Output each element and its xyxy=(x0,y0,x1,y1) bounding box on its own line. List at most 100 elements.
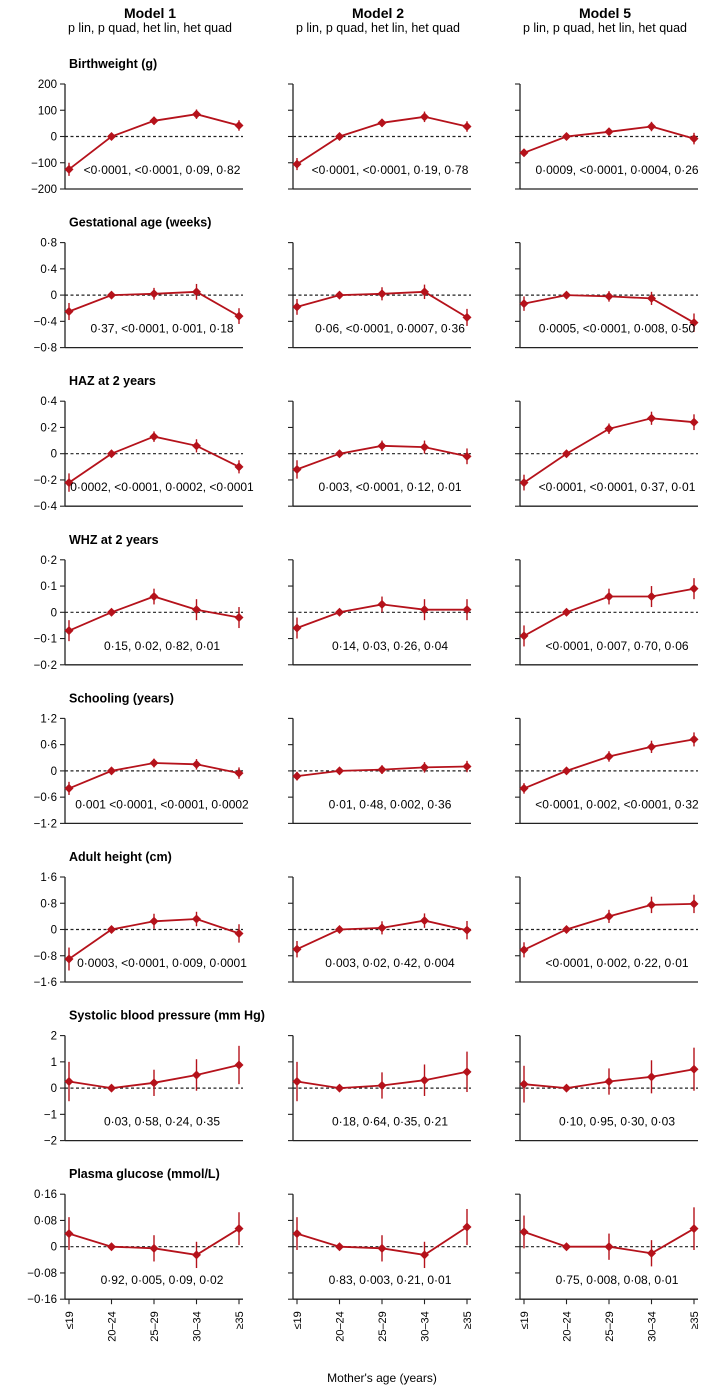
y-tick-label: 0·4 xyxy=(40,264,57,276)
outcome-title: Systolic blood pressure (mm Hg) xyxy=(69,1009,265,1023)
panel: 0·0005, <0·0001, 0·008, 0·50 xyxy=(515,242,699,349)
y-tick-label: −1·6 xyxy=(34,977,57,989)
y-tick-label: −0·4 xyxy=(34,316,58,328)
data-point xyxy=(149,289,159,299)
data-point xyxy=(420,287,429,297)
outcome-title: WHZ at 2 years xyxy=(69,533,159,547)
y-tick-label: 100 xyxy=(38,105,57,117)
p-values-label: <0·0001, 0·002, <0·0001, 0·32 xyxy=(535,797,699,811)
data-point xyxy=(689,734,699,744)
panel: 0·8 0·4 0 −0·4 −0·8 0·37, <0·0001, 0·001, 0·1… xyxy=(34,238,244,355)
data-point xyxy=(377,1080,387,1090)
data-point xyxy=(647,900,656,910)
data-point xyxy=(292,464,302,474)
panel: 0·10, 0·95, 0·30, 0·03 xyxy=(515,1035,699,1142)
data-point xyxy=(292,771,302,781)
data-point xyxy=(377,441,387,451)
data-point xyxy=(149,1243,159,1253)
y-tick-label: 1·6 xyxy=(40,872,57,884)
model-subtitle: p lin, p quad, het lin, het quad xyxy=(296,21,460,35)
p-values-label: 0·001 <0·0001, <0·0001, 0·0002 xyxy=(75,797,249,811)
data-point xyxy=(420,442,429,452)
y-tick-label: 0·8 xyxy=(40,238,57,250)
data-point xyxy=(234,613,244,623)
data-point xyxy=(462,451,472,461)
p-values-label: 0·01, 0·48, 0·002, 0·36 xyxy=(329,797,452,811)
data-point xyxy=(647,592,656,602)
p-values-label: 0·10, 0·95, 0·30, 0·03 xyxy=(559,1115,675,1129)
data-point xyxy=(562,290,571,300)
data-point xyxy=(192,1070,201,1080)
x-tick-label: ≥35 xyxy=(462,1311,474,1329)
p-values-label: <0·0001, <0·0001, 0·37, 0·01 xyxy=(539,480,696,494)
outcome-title: Gestational age (weeks) xyxy=(69,216,211,230)
x-tick-label: ≤19 xyxy=(292,1311,304,1329)
data-point xyxy=(689,584,699,594)
data-point xyxy=(462,605,472,615)
data-point xyxy=(647,742,656,752)
data-point xyxy=(107,766,116,776)
data-point xyxy=(335,1083,344,1093)
data-point xyxy=(377,1243,387,1253)
data-point xyxy=(604,127,614,137)
x-tick-label: 30–34 xyxy=(420,1311,432,1342)
data-point xyxy=(647,1248,656,1258)
data-point xyxy=(420,916,429,926)
panel: ≤19 20–24 25–29 30–34 ≥35 0·83, 0·003, 0·21, … xyxy=(288,1193,474,1342)
y-tick-label: 1 xyxy=(51,1057,57,1069)
data-point xyxy=(519,1079,529,1089)
data-point xyxy=(64,1077,74,1087)
data-point xyxy=(689,1064,699,1074)
y-tick-label: −0·4 xyxy=(34,501,58,513)
p-values-label: 0·0003, <0·0001, 0·009, 0·0001 xyxy=(77,956,247,970)
data-point xyxy=(462,1067,472,1077)
data-point xyxy=(647,413,656,423)
panel: 0·06, <0·0001, 0·0007, 0·36 xyxy=(288,242,472,349)
y-tick-label: 0 xyxy=(51,1242,57,1254)
model-title: Model 1 xyxy=(124,5,176,21)
data-point xyxy=(519,945,529,955)
data-point xyxy=(377,118,387,128)
p-values-label: 0·06, <0·0001, 0·0007, 0·36 xyxy=(315,322,465,336)
y-tick-label: −0·08 xyxy=(27,1268,57,1280)
y-tick-label: −0·2 xyxy=(34,660,57,672)
data-point xyxy=(64,783,74,793)
panel: <0·0001, 0·002, <0·0001, 0·32 xyxy=(515,717,699,825)
data-point xyxy=(192,109,201,119)
data-point xyxy=(689,318,699,328)
x-tick-label: ≥35 xyxy=(234,1311,246,1329)
y-tick-label: −100 xyxy=(31,158,57,170)
p-values-label: 0·83, 0·003, 0·21, 0·01 xyxy=(329,1273,452,1287)
panel: 1·6 0·8 0 −0·8 −1·6 0·0003, <0·0001, 0·009, 0… xyxy=(34,872,248,989)
panel: 0·0009, <0·0001, 0·0004, 0·26 xyxy=(515,83,699,190)
data-point xyxy=(234,768,244,778)
panel: 0·003, 0·02, 0·42, 0·004 xyxy=(288,876,472,983)
y-tick-label: −2 xyxy=(44,1136,57,1148)
data-point xyxy=(234,120,244,130)
p-values-label: 0·37, <0·0001, 0·001, 0·18 xyxy=(90,322,233,336)
data-point xyxy=(107,132,116,141)
data-point xyxy=(149,116,159,126)
panel: 200 100 0 −100 −200 <0·0001, <0·0001, 0·09, 0… xyxy=(31,79,244,196)
series-line xyxy=(523,738,695,790)
data-point xyxy=(107,1083,116,1093)
data-point xyxy=(562,1242,571,1252)
outcome-title: Birthweight (g) xyxy=(69,57,157,71)
x-tick-label: ≤19 xyxy=(519,1311,531,1329)
panel: 0·003, <0·0001, 0·12, 0·01 xyxy=(288,400,472,507)
y-tick-label: −0·2 xyxy=(34,475,57,487)
data-point xyxy=(562,766,571,776)
y-tick-label: 0 xyxy=(51,607,57,619)
y-tick-label: 0 xyxy=(51,449,57,461)
y-tick-label: −200 xyxy=(31,184,57,196)
x-axis-title: Mother's age (years) xyxy=(327,1371,437,1385)
data-point xyxy=(604,911,614,921)
y-tick-label: −1·2 xyxy=(34,818,57,830)
data-point xyxy=(149,432,159,442)
data-point xyxy=(64,954,74,964)
data-point xyxy=(604,1242,614,1252)
model-title: Model 5 xyxy=(579,5,631,21)
y-tick-label: 0 xyxy=(51,766,57,778)
data-point xyxy=(562,925,571,934)
y-tick-label: 0 xyxy=(51,132,57,144)
